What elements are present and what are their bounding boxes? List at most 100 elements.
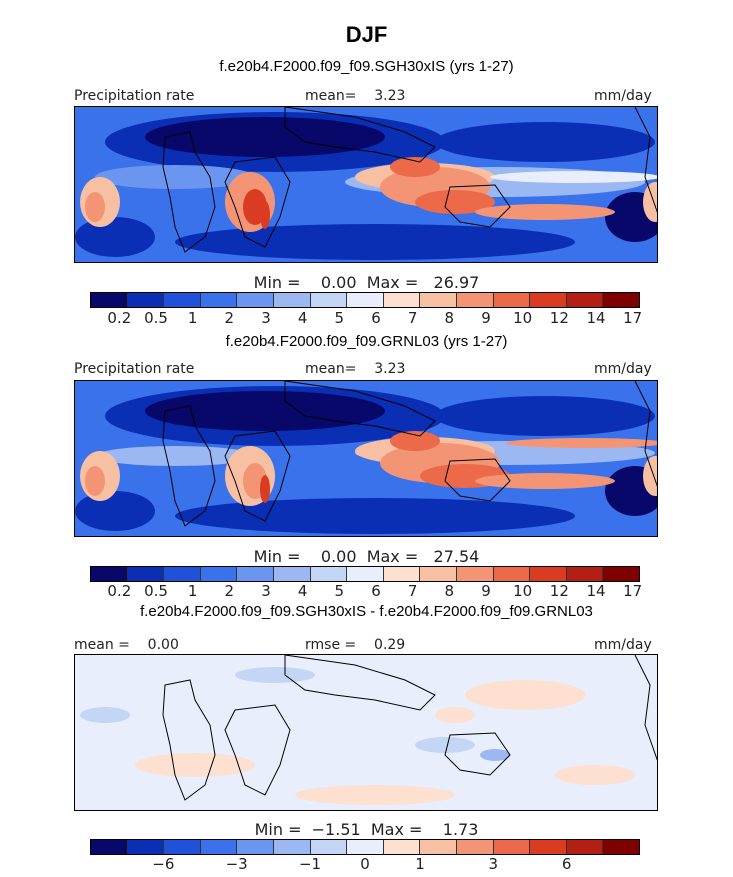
colorbar-tick-label: 4 [297,582,308,600]
colorbar-segment [493,840,531,854]
colorbar-tick-label: 12 [549,309,569,327]
panel1-title: f.e20b4.F2000.f09_f09.SGH30xIS (yrs 1-27… [219,58,514,75]
colorbar-tick-label: −3 [225,855,248,873]
panel2-variable-label: Precipitation rate [74,361,195,377]
colorbar-tick-label: −6 [152,855,175,873]
colorbar-tick-label: 6 [371,309,381,327]
colorbar-segment [383,840,421,854]
colorbar-tick-label: 7 [407,582,418,600]
panel2-colorbar-ticks: 0.2 0.5 1 2 3 4 5 6 7 8 9 10 12 14 17 [90,582,643,600]
colorbar-segment [566,293,604,307]
colorbar-segment [200,840,238,854]
colorbar-segment [347,840,384,854]
panel1-colorbar-ticks: 0.2 0.5 1 2 3 4 5 6 7 8 9 10 12 14 17 [90,309,643,327]
colorbar-segment [383,567,421,581]
colorbar-segment [237,293,274,307]
colorbar-tick-label: 17 [623,582,643,600]
colorbar-tick-label: 0.2 [107,309,132,327]
panel2-mean-label: mean= 3.23 [305,361,406,377]
colorbar-segment [273,293,311,307]
panel2-title: f.e20b4.F2000.f09_f09.GRNL03 (yrs 1-27) [225,333,508,350]
panel3-title: f.e20b4.F2000.f09_f09.SGH30xIS - f.e20b4… [140,603,593,620]
colorbar-tick-label: 0.5 [144,309,168,327]
colorbar-segment [164,567,201,581]
colorbar-segment [456,293,494,307]
colorbar-segment [530,840,567,854]
panel3-map-field [75,655,657,810]
colorbar-segment [347,293,384,307]
colorbar-tick-label: 1 [187,309,198,327]
colorbar-tick-label: 8 [444,582,455,600]
colorbar-segment [91,293,128,307]
colorbar-segment [603,840,639,854]
panel2-units-label: mm/day [594,361,652,377]
colorbar-segment [530,567,567,581]
colorbar-segment [493,567,531,581]
panel3-minmax: Min = −1.51 Max = 1.73 [254,820,479,839]
colorbar-segment [237,567,274,581]
colorbar-segment [127,567,165,581]
colorbar-segment [310,567,348,581]
colorbar-tick-label: 17 [623,309,643,327]
colorbar-segment [200,567,238,581]
colorbar-segment [127,293,165,307]
colorbar-segment [493,293,531,307]
colorbar-segment [420,293,457,307]
colorbar-segment [164,293,201,307]
colorbar-segment [566,567,604,581]
colorbar-segment [200,293,238,307]
colorbar-tick-label: 10 [513,309,533,327]
colorbar-segment [347,567,384,581]
colorbar-tick-label: 5 [334,309,345,327]
panel3-colorbar-ticks: −6 −3 −1 0 1 3 6 [90,855,640,873]
colorbar-segment [566,840,604,854]
colorbar-segment [310,293,348,307]
panel1-units-label: mm/day [594,88,652,104]
colorbar-segment [91,567,128,581]
panel2-colorbar [90,566,640,582]
colorbar-segment [237,840,274,854]
colorbar-tick-label: 6 [371,582,381,600]
colorbar-tick-label: 7 [407,309,418,327]
panel3-map [74,654,658,811]
colorbar-tick-label: 1 [415,855,425,873]
colorbar-tick-label: 2 [224,309,235,327]
colorbar-segment [310,840,348,854]
colorbar-tick-label: 5 [334,582,345,600]
colorbar-tick-label: 9 [481,309,491,327]
panel2-map-field [75,381,657,536]
colorbar-tick-label: 10 [513,582,533,600]
colorbar-tick-label: 14 [586,309,606,327]
colorbar-tick-label: 3 [261,582,271,600]
panel1-map [74,106,658,263]
panel3-units-label: mm/day [594,637,652,653]
colorbar-tick-label: 1 [187,582,198,600]
colorbar-tick-label: 12 [549,582,569,600]
colorbar-segment [420,840,457,854]
colorbar-segment [383,293,421,307]
colorbar-tick-label: 8 [444,309,455,327]
colorbar-tick-label: 0.2 [107,582,132,600]
panel3-colorbar [90,839,640,855]
panel1-map-field [75,107,657,262]
panel3-rmse-label: rmse = 0.29 [305,637,406,653]
page-title: DJF [345,22,388,47]
colorbar-segment [603,293,639,307]
colorbar-tick-label: 9 [481,582,491,600]
colorbar-segment [273,567,311,581]
colorbar-segment [456,567,494,581]
colorbar-segment [127,840,165,854]
colorbar-tick-label: 14 [586,582,606,600]
colorbar-tick-label: 0 [360,855,370,873]
colorbar-tick-label: 3 [261,309,271,327]
colorbar-segment [164,840,201,854]
panel3-mean-label: mean = 0.00 [74,637,179,653]
colorbar-tick-label: −1 [298,855,322,873]
panel1-colorbar [90,292,640,308]
colorbar-tick-label: 6 [561,855,572,873]
panel2-map [74,380,658,537]
panel2-minmax: Min = 0.00 Max = 27.54 [253,547,480,566]
panel1-minmax: Min = 0.00 Max = 26.97 [253,273,480,292]
colorbar-tick-label: 0.5 [144,582,168,600]
colorbar-segment [91,840,128,854]
